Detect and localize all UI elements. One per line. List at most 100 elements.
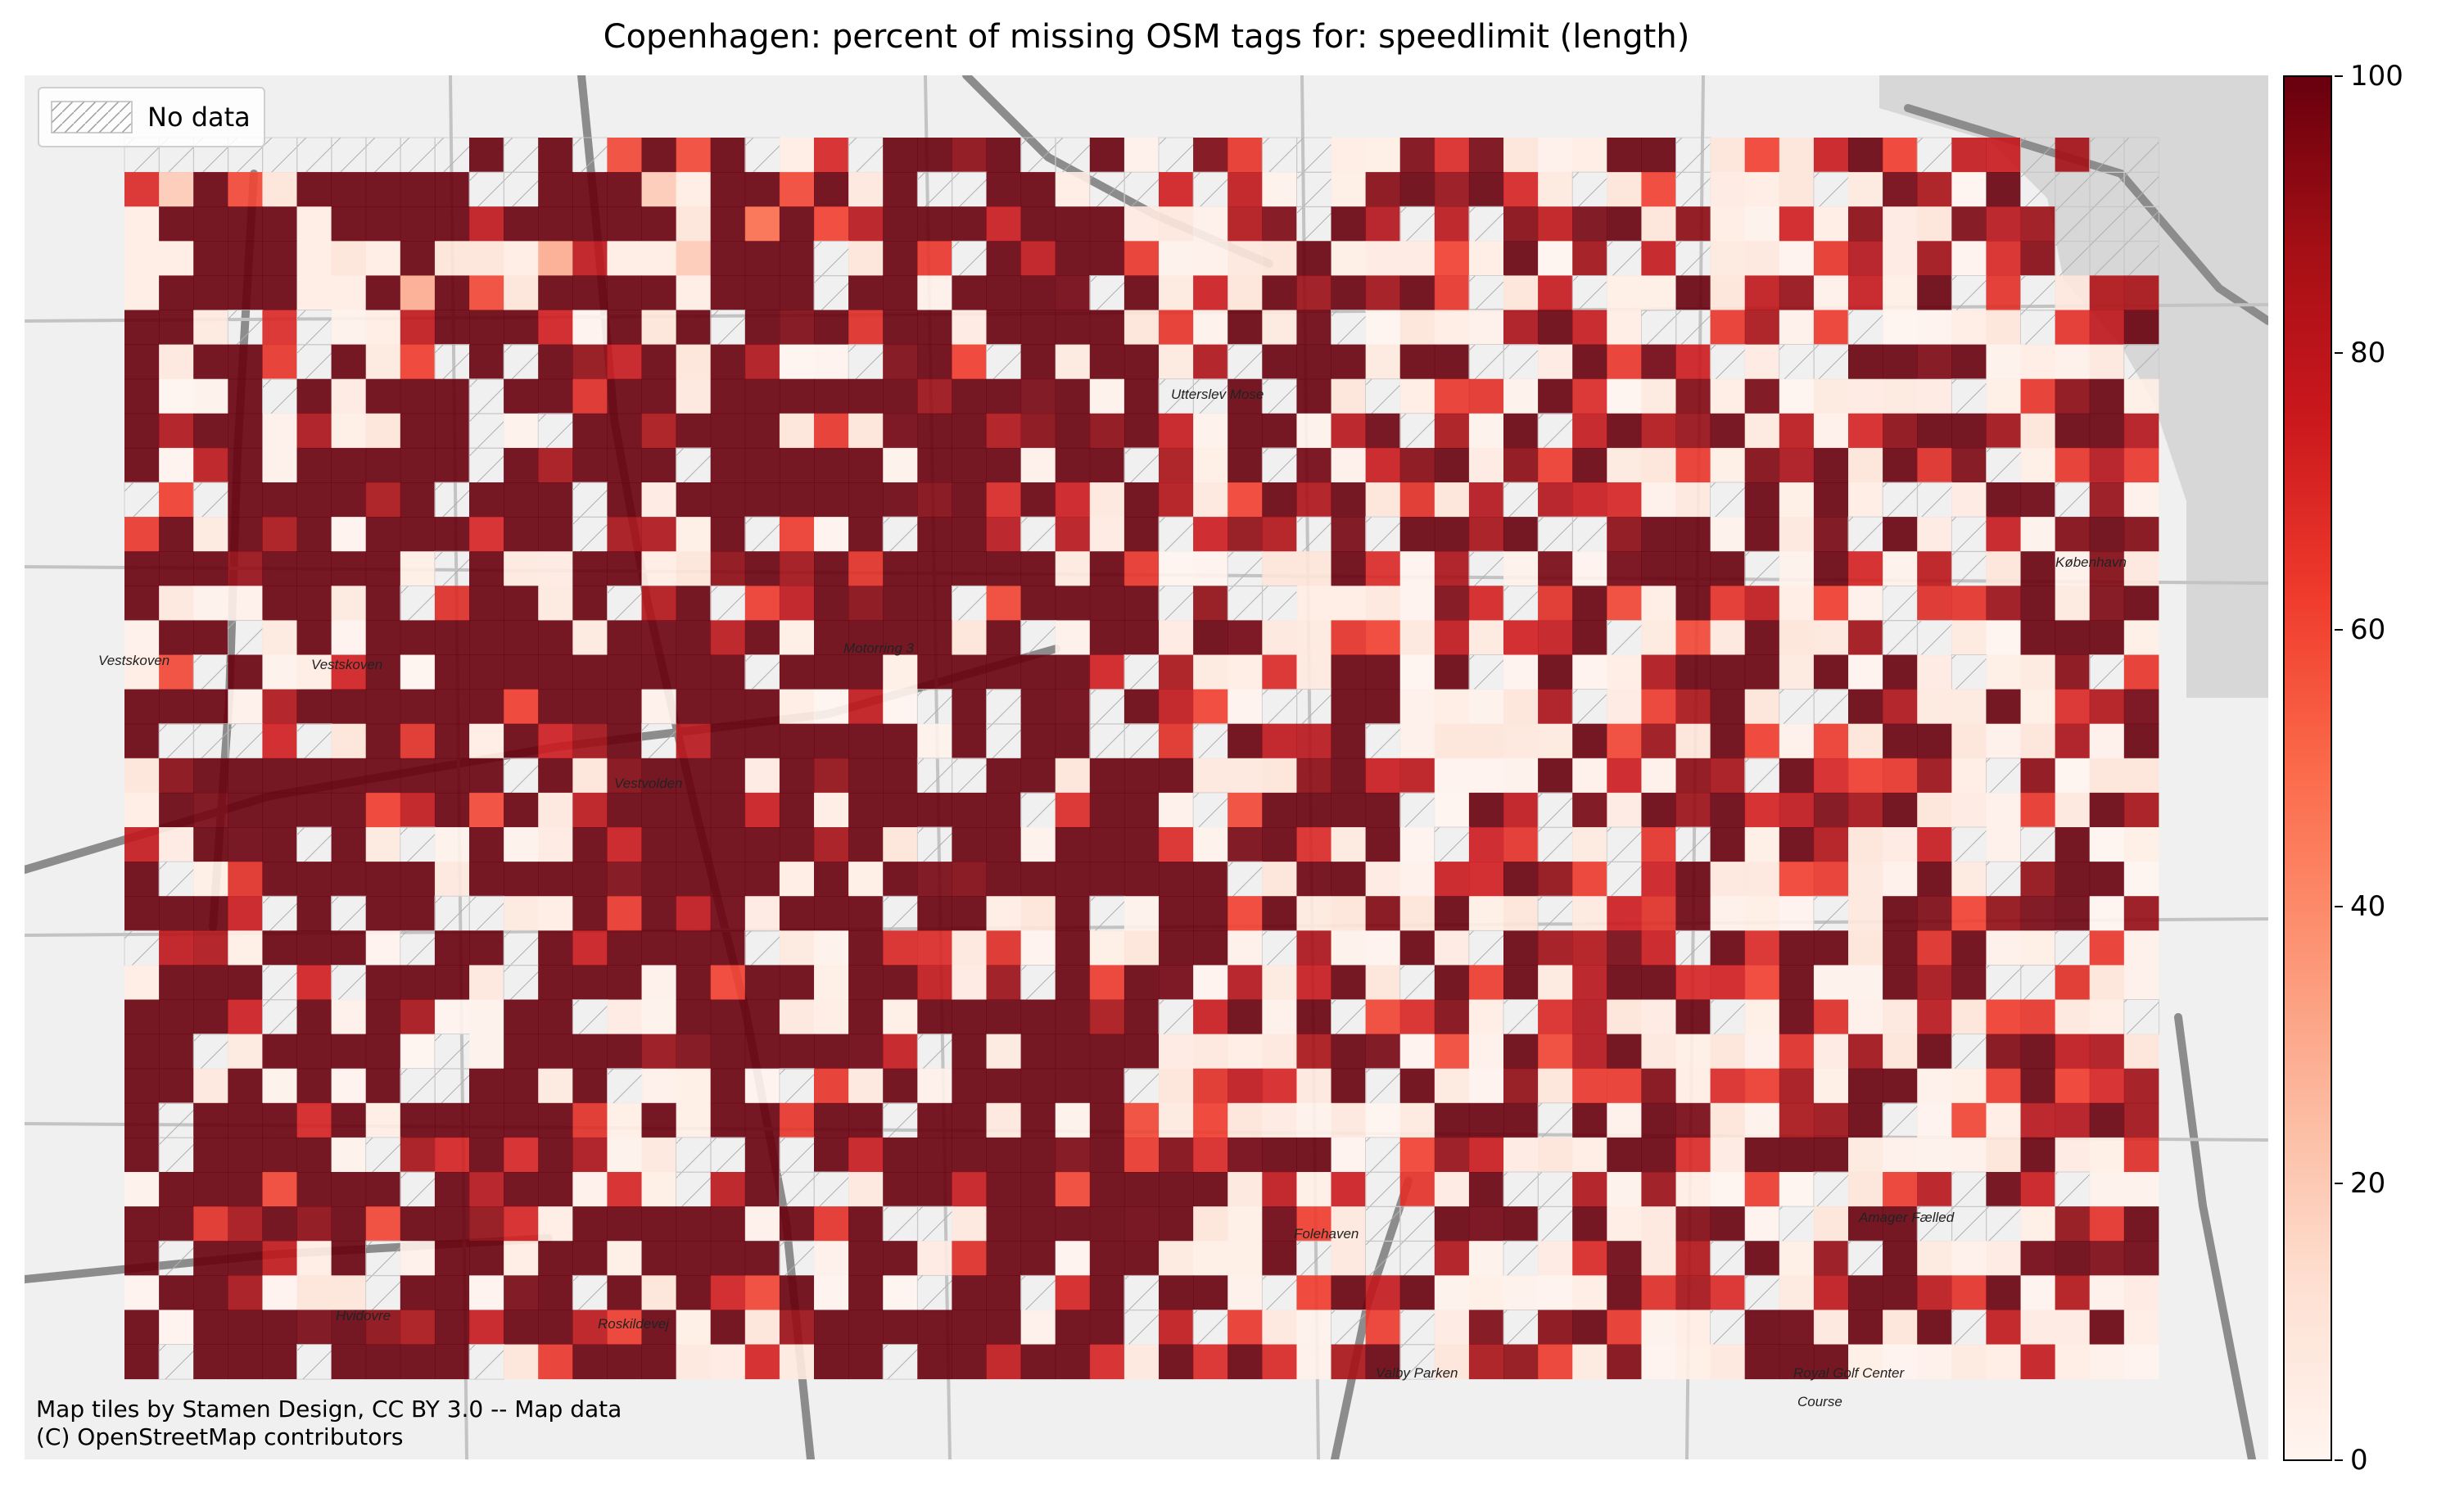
heatmap-cell	[228, 1241, 263, 1276]
heatmap-cell	[744, 1241, 780, 1276]
heatmap-cell	[1296, 827, 1331, 862]
heatmap-cell	[1607, 206, 1642, 242]
heatmap-cell	[607, 930, 642, 966]
no-data-cell	[1365, 1137, 1401, 1173]
heatmap-cell	[1123, 344, 1160, 380]
no-data-swatch	[51, 101, 133, 133]
heatmap-cell	[1503, 1034, 1539, 1070]
heatmap-cell	[1503, 241, 1539, 276]
heatmap-cell	[504, 551, 539, 586]
heatmap-cell	[883, 1241, 918, 1276]
no-data-cell	[1951, 550, 1987, 587]
heatmap-cell	[296, 482, 332, 518]
heatmap-cell	[848, 1310, 884, 1345]
heatmap-cell	[883, 1172, 918, 1207]
heatmap-cell	[1848, 551, 1883, 586]
heatmap-cell	[917, 241, 952, 276]
heatmap-cell	[1365, 275, 1401, 310]
heatmap-cell	[641, 344, 677, 380]
heatmap-cell	[572, 1310, 608, 1345]
heatmap-cell	[1262, 827, 1297, 862]
heatmap-cell	[2055, 1206, 2091, 1242]
heatmap-cell	[1917, 1068, 1952, 1104]
heatmap-cell	[744, 723, 780, 759]
heatmap-cell	[607, 241, 642, 276]
heatmap-cell	[262, 1310, 297, 1345]
heatmap-cell	[504, 1275, 539, 1310]
heatmap-cell	[641, 1034, 677, 1070]
no-data-cell	[1020, 516, 1056, 553]
heatmap-cell	[228, 827, 263, 862]
heatmap-cell	[262, 413, 297, 449]
heatmap-cell	[1917, 999, 1952, 1035]
heatmap-cell	[572, 1102, 608, 1138]
heatmap-cell	[641, 447, 677, 483]
heatmap-cell	[710, 1034, 746, 1070]
heatmap-cell	[1848, 965, 1883, 1000]
heatmap-cell	[1020, 551, 1056, 586]
heatmap-cell	[1262, 965, 1297, 1000]
heatmap-cell	[1365, 206, 1401, 242]
heatmap-cell	[296, 1241, 332, 1276]
heatmap-cell	[1089, 378, 1125, 414]
heatmap-cell	[986, 1206, 1022, 1242]
heatmap-cell	[1262, 206, 1297, 242]
heatmap-cell	[124, 517, 160, 552]
heatmap-cell	[1020, 482, 1056, 518]
heatmap-cell	[538, 1206, 573, 1242]
heatmap-cell	[1848, 758, 1883, 794]
heatmap-cell	[1434, 517, 1470, 552]
heatmap-cell	[1468, 896, 1504, 931]
heatmap-cell	[1227, 1034, 1263, 1070]
heatmap-cell	[1020, 447, 1056, 483]
heatmap-cell	[1296, 1275, 1331, 1310]
heatmap-cell	[434, 1310, 470, 1345]
heatmap-cell	[504, 1344, 539, 1380]
heatmap-cell	[2123, 1275, 2159, 1310]
no-data-cell	[365, 1274, 401, 1311]
heatmap-cell	[1399, 517, 1435, 552]
heatmap-cell	[814, 1275, 849, 1310]
heatmap-cell	[538, 689, 573, 725]
heatmap-cell	[365, 586, 401, 621]
heatmap-cell	[2089, 551, 2125, 586]
heatmap-cell	[1986, 1034, 2021, 1070]
heatmap-cell	[228, 1172, 263, 1207]
heatmap-cell	[1434, 138, 1470, 173]
heatmap-cell	[1468, 1034, 1504, 1070]
heatmap-cell	[1848, 896, 1883, 931]
no-data-cell	[1399, 792, 1435, 828]
heatmap-cell	[1089, 1241, 1125, 1276]
heatmap-cell	[848, 447, 884, 483]
heatmap-cell	[538, 930, 573, 966]
heatmap-cell	[2020, 241, 2056, 276]
heatmap-cell	[1123, 1034, 1160, 1070]
heatmap-cell	[1675, 1137, 1711, 1173]
heatmap-cell	[2020, 1241, 2056, 1276]
no-data-cell	[1296, 516, 1332, 553]
heatmap-cell	[1607, 310, 1642, 346]
heatmap-cell	[1848, 1310, 1883, 1345]
heatmap-cell	[710, 1172, 746, 1207]
heatmap-cell	[1055, 551, 1091, 586]
heatmap-cell	[1227, 1172, 1263, 1207]
heatmap-cell	[296, 1034, 332, 1070]
heatmap-cell	[1055, 172, 1091, 207]
heatmap-cell	[1434, 378, 1470, 414]
heatmap-cell	[538, 723, 573, 759]
heatmap-cell	[262, 551, 297, 586]
heatmap-cell	[400, 965, 436, 1000]
heatmap-cell	[2123, 310, 2159, 346]
heatmap-cell	[848, 1344, 884, 1380]
colorbar-tick-label: 0	[2350, 1444, 2368, 1477]
heatmap-cell	[124, 344, 160, 380]
no-data-cell	[2055, 240, 2091, 277]
no-data-cell	[1503, 344, 1539, 380]
heatmap-cell	[1917, 654, 1952, 690]
heatmap-cell	[1434, 896, 1470, 931]
heatmap-cell	[1331, 723, 1367, 759]
map-plot-area[interactable]: Vestskoven Vestskoven Utterslev Mose Københ…	[25, 75, 2268, 1459]
heatmap-cell	[1986, 1275, 2021, 1310]
heatmap-cell	[1951, 172, 1987, 207]
heatmap-cell	[814, 413, 849, 449]
